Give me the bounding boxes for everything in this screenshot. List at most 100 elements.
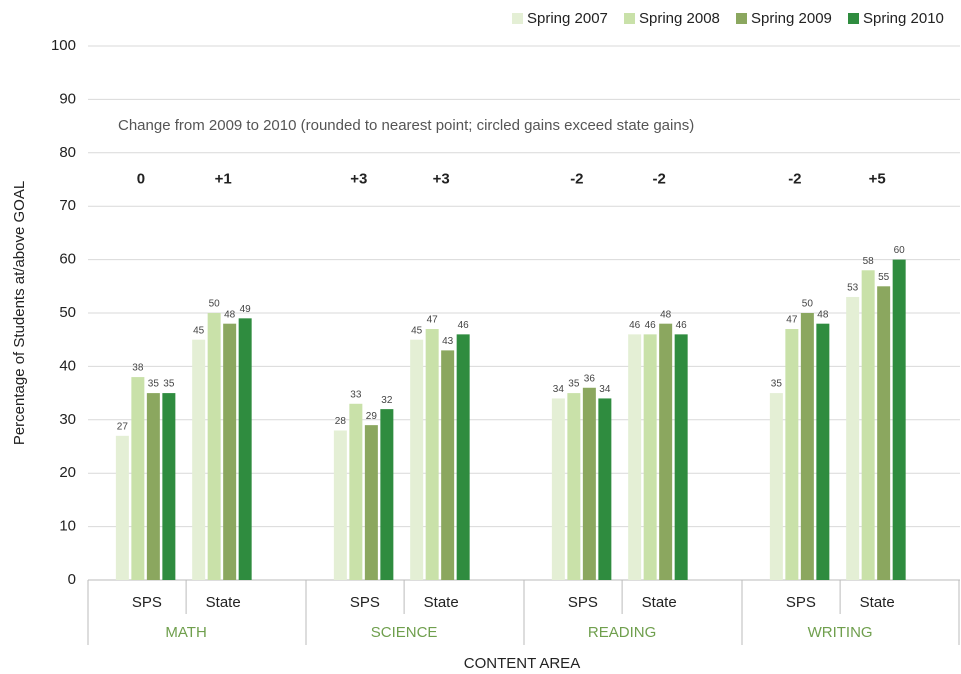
legend-swatch <box>848 13 859 24</box>
change-label: +5 <box>869 170 886 187</box>
value-label: 29 <box>366 411 378 422</box>
y-tick-label: 0 <box>68 571 76 588</box>
x-tick-label: SPS <box>786 594 816 611</box>
bar <box>674 334 688 580</box>
value-label: 36 <box>584 373 596 384</box>
change-label: -2 <box>652 170 665 187</box>
bar <box>769 393 783 580</box>
bar <box>892 259 906 580</box>
change-label: +3 <box>350 170 367 187</box>
annotation: Change from 2009 to 2010 (rounded to nea… <box>118 117 694 134</box>
legend-label: Spring 2007 <box>527 10 608 27</box>
bar <box>146 393 160 580</box>
value-label: 35 <box>771 379 783 390</box>
bar <box>238 318 252 580</box>
bar <box>598 398 612 580</box>
y-tick-label: 100 <box>51 37 76 54</box>
value-label: 48 <box>224 309 236 320</box>
legend-label: Spring 2008 <box>639 10 720 27</box>
value-label: 34 <box>553 384 565 395</box>
group-label: MATH <box>165 624 206 641</box>
x-tick-label: State <box>206 594 241 611</box>
value-label: 50 <box>209 299 221 310</box>
value-label: 35 <box>163 379 175 390</box>
bar <box>131 377 145 580</box>
bar <box>659 323 673 580</box>
change-label: -2 <box>788 170 801 187</box>
bar <box>333 430 347 580</box>
value-label: 38 <box>132 363 144 374</box>
x-tick-label: SPS <box>350 594 380 611</box>
bar <box>380 409 394 580</box>
bar <box>861 270 875 580</box>
y-tick-label: 20 <box>59 464 76 481</box>
bar <box>441 350 455 580</box>
x-tick-label: State <box>860 594 895 611</box>
legend-swatch <box>624 13 635 24</box>
value-label: 58 <box>863 256 875 267</box>
value-label: 46 <box>645 320 657 331</box>
value-label: 28 <box>335 416 347 427</box>
change-label: +3 <box>433 170 450 187</box>
legend-label: Spring 2009 <box>751 10 832 27</box>
value-label: 27 <box>117 421 129 432</box>
y-tick-label: 90 <box>59 90 76 107</box>
bar <box>349 403 363 580</box>
y-tick-label: 40 <box>59 357 76 374</box>
value-label: 46 <box>676 320 688 331</box>
bar <box>567 393 581 580</box>
change-label: +1 <box>215 170 232 187</box>
value-label: 32 <box>381 395 393 406</box>
group-label: WRITING <box>808 624 873 641</box>
y-tick-label: 50 <box>59 304 76 321</box>
y-tick-label: 60 <box>59 251 76 268</box>
value-label: 33 <box>350 389 362 400</box>
x-axis-label: CONTENT AREA <box>464 655 580 672</box>
bar <box>816 323 830 580</box>
bar <box>877 286 891 580</box>
change-label: -2 <box>570 170 583 187</box>
bar <box>643 334 657 580</box>
bar <box>192 339 206 580</box>
y-tick-label: 30 <box>59 411 76 428</box>
legend-swatch <box>736 13 747 24</box>
group-label: READING <box>588 624 656 641</box>
value-label: 47 <box>427 315 439 326</box>
value-label: 48 <box>817 309 829 320</box>
legend-label: Spring 2010 <box>863 10 944 27</box>
x-tick-label: SPS <box>568 594 598 611</box>
y-tick-label: 80 <box>59 144 76 161</box>
value-label: 50 <box>802 299 814 310</box>
value-label: 53 <box>847 283 859 294</box>
value-label: 43 <box>442 336 454 347</box>
value-label: 35 <box>148 379 160 390</box>
bar <box>846 296 860 580</box>
value-label: 49 <box>240 304 252 315</box>
bar <box>456 334 470 580</box>
x-tick-label: State <box>642 594 677 611</box>
bar <box>162 393 176 580</box>
bar <box>582 387 596 580</box>
value-label: 46 <box>458 320 470 331</box>
y-axis-label: Percentage of Students at/above GOAL <box>11 181 28 445</box>
bar <box>551 398 565 580</box>
value-label: 60 <box>894 245 906 256</box>
value-label: 34 <box>599 384 611 395</box>
bar <box>785 329 799 580</box>
value-label: 35 <box>568 379 580 390</box>
y-tick-label: 70 <box>59 197 76 214</box>
bar <box>223 323 237 580</box>
value-label: 45 <box>411 325 423 336</box>
bar <box>115 435 129 580</box>
y-tick-label: 10 <box>59 518 76 535</box>
x-tick-label: State <box>424 594 459 611</box>
value-label: 47 <box>786 315 798 326</box>
legend-swatch <box>512 13 523 24</box>
bar <box>800 313 814 580</box>
value-label: 48 <box>660 309 672 320</box>
group-label: SCIENCE <box>371 624 438 641</box>
change-label: 0 <box>137 170 145 187</box>
value-label: 55 <box>878 272 890 283</box>
value-label: 46 <box>629 320 641 331</box>
